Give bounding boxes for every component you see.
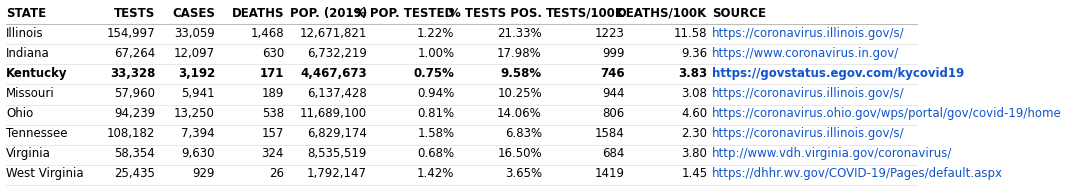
Text: 9.36: 9.36 xyxy=(682,47,708,60)
Text: 4,467,673: 4,467,673 xyxy=(301,67,367,80)
Text: 1,468: 1,468 xyxy=(250,27,285,40)
Text: Indiana: Indiana xyxy=(6,47,50,60)
Text: 1223: 1223 xyxy=(595,27,624,40)
Text: 999: 999 xyxy=(603,47,624,60)
Text: TESTS/100K: TESTS/100K xyxy=(545,7,624,20)
Text: 3,192: 3,192 xyxy=(177,67,215,80)
Text: 3.80: 3.80 xyxy=(682,147,708,160)
Text: https://coronavirus.illinois.gov/s/: https://coronavirus.illinois.gov/s/ xyxy=(712,127,905,140)
Text: Illinois: Illinois xyxy=(6,27,43,40)
Text: 746: 746 xyxy=(601,67,624,80)
Text: 1.45: 1.45 xyxy=(682,167,708,180)
Text: 13,250: 13,250 xyxy=(174,107,215,120)
Text: Virginia: Virginia xyxy=(6,147,51,160)
Text: 12,097: 12,097 xyxy=(174,47,215,60)
Text: % TESTS POS.: % TESTS POS. xyxy=(449,7,542,20)
Text: 0.94%: 0.94% xyxy=(417,87,454,100)
Text: 630: 630 xyxy=(262,47,285,60)
Text: https://coronavirus.illinois.gov/s/: https://coronavirus.illinois.gov/s/ xyxy=(712,87,905,100)
Text: 17.98%: 17.98% xyxy=(497,47,542,60)
Text: 7,394: 7,394 xyxy=(182,127,215,140)
Text: 1,792,147: 1,792,147 xyxy=(307,167,367,180)
Text: 806: 806 xyxy=(603,107,624,120)
Text: 929: 929 xyxy=(193,167,215,180)
Text: 538: 538 xyxy=(262,107,285,120)
Text: 1.00%: 1.00% xyxy=(418,47,454,60)
Text: 16.50%: 16.50% xyxy=(498,147,542,160)
Text: 0.75%: 0.75% xyxy=(413,67,454,80)
Text: 189: 189 xyxy=(262,87,285,100)
Text: 21.33%: 21.33% xyxy=(498,27,542,40)
Text: 1419: 1419 xyxy=(595,167,624,180)
Text: 154,997: 154,997 xyxy=(106,27,155,40)
Text: 3.83: 3.83 xyxy=(678,67,708,80)
Text: 171: 171 xyxy=(260,67,285,80)
Text: 684: 684 xyxy=(603,147,624,160)
Text: 58,354: 58,354 xyxy=(115,147,155,160)
Text: 9,630: 9,630 xyxy=(182,147,215,160)
Text: TESTS: TESTS xyxy=(114,7,155,20)
Text: STATE: STATE xyxy=(6,7,47,20)
Text: Ohio: Ohio xyxy=(6,107,34,120)
Text: 5,941: 5,941 xyxy=(182,87,215,100)
Text: http://www.vdh.virginia.gov/coronavirus/: http://www.vdh.virginia.gov/coronavirus/ xyxy=(712,147,952,160)
Text: 1.22%: 1.22% xyxy=(417,27,454,40)
Text: https://www.coronavirus.in.gov/: https://www.coronavirus.in.gov/ xyxy=(712,47,899,60)
Text: 6,732,219: 6,732,219 xyxy=(307,47,367,60)
Text: 11.58: 11.58 xyxy=(674,27,708,40)
Text: SOURCE: SOURCE xyxy=(712,7,766,20)
Text: 9.58%: 9.58% xyxy=(501,67,542,80)
Text: DEATHS: DEATHS xyxy=(232,7,285,20)
Text: POP. (2019): POP. (2019) xyxy=(290,7,367,20)
Text: 12,671,821: 12,671,821 xyxy=(300,27,367,40)
Text: https://coronavirus.illinois.gov/s/: https://coronavirus.illinois.gov/s/ xyxy=(712,27,905,40)
Text: 67,264: 67,264 xyxy=(114,47,155,60)
Text: 3.08: 3.08 xyxy=(682,87,708,100)
Text: 14.06%: 14.06% xyxy=(497,107,542,120)
Text: Missouri: Missouri xyxy=(6,87,55,100)
Text: CASES: CASES xyxy=(172,7,215,20)
Text: 26: 26 xyxy=(269,167,285,180)
Text: 0.68%: 0.68% xyxy=(418,147,454,160)
Text: 6,137,428: 6,137,428 xyxy=(307,87,367,100)
Text: 11,689,100: 11,689,100 xyxy=(300,107,367,120)
Text: 33,328: 33,328 xyxy=(109,67,155,80)
Text: https://govstatus.egov.com/kycovid19: https://govstatus.egov.com/kycovid19 xyxy=(712,67,964,80)
Text: Kentucky: Kentucky xyxy=(6,67,67,80)
Text: 108,182: 108,182 xyxy=(107,127,155,140)
Text: 57,960: 57,960 xyxy=(114,87,155,100)
Text: 324: 324 xyxy=(262,147,285,160)
Text: https://dhhr.wv.gov/COVID-19/Pages/default.aspx: https://dhhr.wv.gov/COVID-19/Pages/defau… xyxy=(712,167,1003,180)
Text: 2.30: 2.30 xyxy=(682,127,708,140)
Text: 6.83%: 6.83% xyxy=(504,127,542,140)
Text: 10.25%: 10.25% xyxy=(498,87,542,100)
Text: 94,239: 94,239 xyxy=(114,107,155,120)
Text: 6,829,174: 6,829,174 xyxy=(307,127,367,140)
Text: 3.65%: 3.65% xyxy=(504,167,542,180)
Text: West Virginia: West Virginia xyxy=(6,167,83,180)
Text: 944: 944 xyxy=(603,87,624,100)
Text: 0.81%: 0.81% xyxy=(418,107,454,120)
Text: 157: 157 xyxy=(262,127,285,140)
Text: DEATHS/100K: DEATHS/100K xyxy=(618,7,708,20)
Text: 1584: 1584 xyxy=(595,127,624,140)
Text: Tennessee: Tennessee xyxy=(6,127,67,140)
Text: 1.42%: 1.42% xyxy=(417,167,454,180)
Text: 1.58%: 1.58% xyxy=(418,127,454,140)
Text: % POP. TESTED: % POP. TESTED xyxy=(354,7,454,20)
Text: https://coronavirus.ohio.gov/wps/portal/gov/covid-19/home: https://coronavirus.ohio.gov/wps/portal/… xyxy=(712,107,1061,120)
Text: 25,435: 25,435 xyxy=(115,167,155,180)
Text: 33,059: 33,059 xyxy=(174,27,215,40)
Text: 4.60: 4.60 xyxy=(682,107,708,120)
Text: 8,535,519: 8,535,519 xyxy=(307,147,367,160)
